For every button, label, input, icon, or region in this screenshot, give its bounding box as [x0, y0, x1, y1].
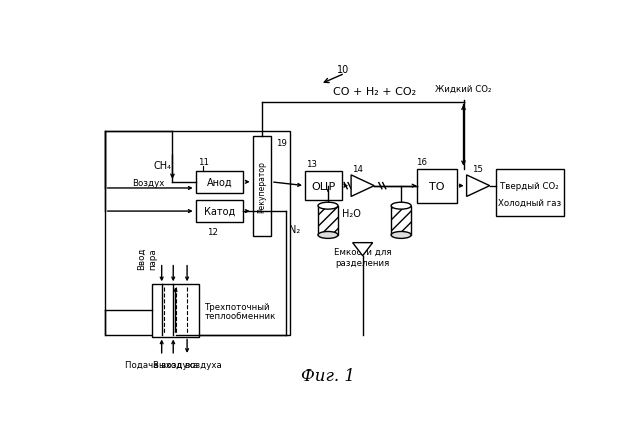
Polygon shape: [467, 176, 490, 197]
Text: 12: 12: [207, 227, 218, 236]
Text: Холодный газ: Холодный газ: [498, 199, 561, 208]
Bar: [318, 207, 338, 235]
Bar: [196, 201, 243, 223]
Bar: [105, 132, 289, 335]
Bar: [391, 206, 411, 235]
Text: H₂O: H₂O: [342, 209, 361, 219]
Text: 11: 11: [198, 158, 209, 167]
Text: 19: 19: [276, 139, 287, 148]
Bar: [196, 172, 243, 193]
Text: Катод: Катод: [204, 207, 235, 216]
Text: ОЦР: ОЦР: [311, 181, 335, 191]
Bar: [253, 137, 271, 237]
Text: ТО: ТО: [429, 181, 444, 191]
Text: Фиг. 1: Фиг. 1: [301, 367, 355, 384]
Text: N₂: N₂: [289, 224, 301, 234]
Text: Емкости для
разделения: Емкости для разделения: [334, 248, 392, 267]
Text: 10: 10: [337, 64, 349, 74]
Text: теплообменник: теплообменник: [205, 311, 276, 321]
Bar: [305, 172, 342, 201]
Text: Рекуператор: Рекуператор: [257, 161, 266, 213]
Bar: [496, 170, 564, 217]
Ellipse shape: [391, 232, 411, 239]
Text: 15: 15: [472, 165, 483, 174]
Polygon shape: [353, 243, 372, 256]
Text: 13: 13: [305, 159, 317, 169]
Ellipse shape: [318, 232, 338, 239]
Ellipse shape: [391, 203, 411, 210]
Text: Выход воздуха: Выход воздуха: [153, 360, 221, 369]
Text: Подача воздуха: Подача воздуха: [125, 360, 198, 369]
Bar: [318, 206, 338, 235]
Text: CO + H₂ + CO₂: CO + H₂ + CO₂: [333, 86, 416, 96]
Text: 14: 14: [352, 165, 363, 174]
Text: Твердый CO₂: Твердый CO₂: [500, 182, 559, 191]
Text: Анод: Анод: [207, 177, 232, 187]
Polygon shape: [351, 176, 374, 197]
Ellipse shape: [318, 203, 338, 210]
Text: Воздух: Воздух: [132, 179, 164, 187]
Text: Трехпоточный: Трехпоточный: [205, 302, 271, 311]
Text: CH₄: CH₄: [154, 160, 172, 170]
Text: 16: 16: [415, 157, 427, 166]
Text: Ввод
пара: Ввод пара: [138, 247, 157, 270]
Bar: [417, 170, 456, 203]
Bar: [152, 285, 198, 337]
Bar: [391, 207, 411, 235]
Text: Жидкий CO₂: Жидкий CO₂: [435, 84, 492, 93]
